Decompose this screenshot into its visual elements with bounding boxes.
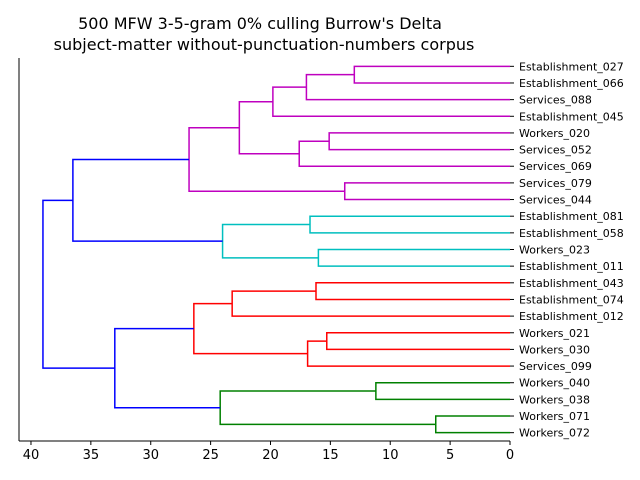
leaf-labels: Establishment_027 Establishment_066 Servic… <box>510 60 624 440</box>
dendrogram-link-12 <box>315 282 510 301</box>
dendrogram-link-10 <box>221 223 319 259</box>
leaf-label-0: Establishment_027 <box>519 60 624 73</box>
leaf-label-19: Workers_040 <box>519 377 590 390</box>
leaf-label-17: Workers_030 <box>519 343 590 356</box>
dendrogram-link-16 <box>193 302 308 355</box>
x-tick-label-6: 10 <box>382 448 399 463</box>
leaf-label-7: Services_079 <box>519 177 592 190</box>
dendrogram-link-4 <box>298 140 510 167</box>
dendrogram-link-14 <box>326 332 510 351</box>
dendrogram-link-8 <box>309 215 510 234</box>
dendrogram-link-20 <box>114 327 221 409</box>
x-tick-label-3: 25 <box>202 448 219 463</box>
x-tick-label-2: 30 <box>142 448 159 463</box>
dendrogram-link-3 <box>328 132 510 151</box>
leaf-label-9: Establishment_081 <box>519 210 624 223</box>
leaf-label-3: Establishment_045 <box>519 110 624 123</box>
dendrogram-link-9 <box>317 248 510 267</box>
x-tick-label-1: 35 <box>83 448 100 463</box>
dendrogram-link-13 <box>231 290 510 317</box>
x-axis-ticks: 40 35 30 25 20 15 10 5 0 <box>23 441 514 463</box>
chart-title-line-1: 500 MFW 3-5-gram 0% culling Burrow's Del… <box>78 14 442 33</box>
dendrogram-link-1 <box>305 73 510 101</box>
chart-axes <box>18 58 510 442</box>
leaf-label-8: Services_044 <box>519 194 592 207</box>
leaf-label-15: Establishment_012 <box>519 310 624 323</box>
x-tick-label-0: 40 <box>23 448 40 463</box>
leaf-label-16: Workers_021 <box>519 327 590 340</box>
leaf-label-21: Workers_071 <box>519 410 590 423</box>
x-tick-label-5: 15 <box>322 448 339 463</box>
leaf-label-5: Services_052 <box>519 144 592 157</box>
dendrogram-link-5 <box>238 100 300 155</box>
leaf-label-2: Services_088 <box>519 94 592 107</box>
leaf-label-6: Services_069 <box>519 160 592 173</box>
leaf-label-18: Services_099 <box>519 360 592 373</box>
leaf-label-20: Workers_038 <box>519 393 590 406</box>
dendrogram-link-0 <box>353 65 510 84</box>
chart-title-line-2: subject-matter without-punctuation-numbe… <box>54 35 475 54</box>
dendrogram-link-19 <box>219 390 436 426</box>
dendrogram-link-6 <box>343 182 510 201</box>
dendrogram-link-15 <box>306 340 510 367</box>
leaf-label-1: Establishment_066 <box>519 77 624 90</box>
dendrogram-link-2 <box>272 86 510 118</box>
leaf-label-22: Workers_072 <box>519 427 590 440</box>
x-tick-label-7: 5 <box>446 448 454 463</box>
dendrogram-link-17 <box>375 381 510 401</box>
x-tick-label-4: 20 <box>262 448 279 463</box>
leaf-label-10: Establishment_058 <box>519 227 624 240</box>
dendrogram-link-21 <box>42 199 115 369</box>
leaf-label-4: Workers_020 <box>519 127 590 140</box>
leaf-label-13: Establishment_043 <box>519 277 624 290</box>
dendrogram-link-18 <box>435 415 510 434</box>
leaf-label-11: Workers_023 <box>519 244 590 257</box>
leaf-label-12: Establishment_011 <box>519 260 624 273</box>
leaf-label-14: Establishment_074 <box>519 293 624 306</box>
x-tick-label-8: 0 <box>506 448 514 463</box>
dendrogram-link-7 <box>188 126 345 192</box>
dendrogram-link-11 <box>72 158 223 242</box>
dendrogram-links <box>42 65 510 434</box>
